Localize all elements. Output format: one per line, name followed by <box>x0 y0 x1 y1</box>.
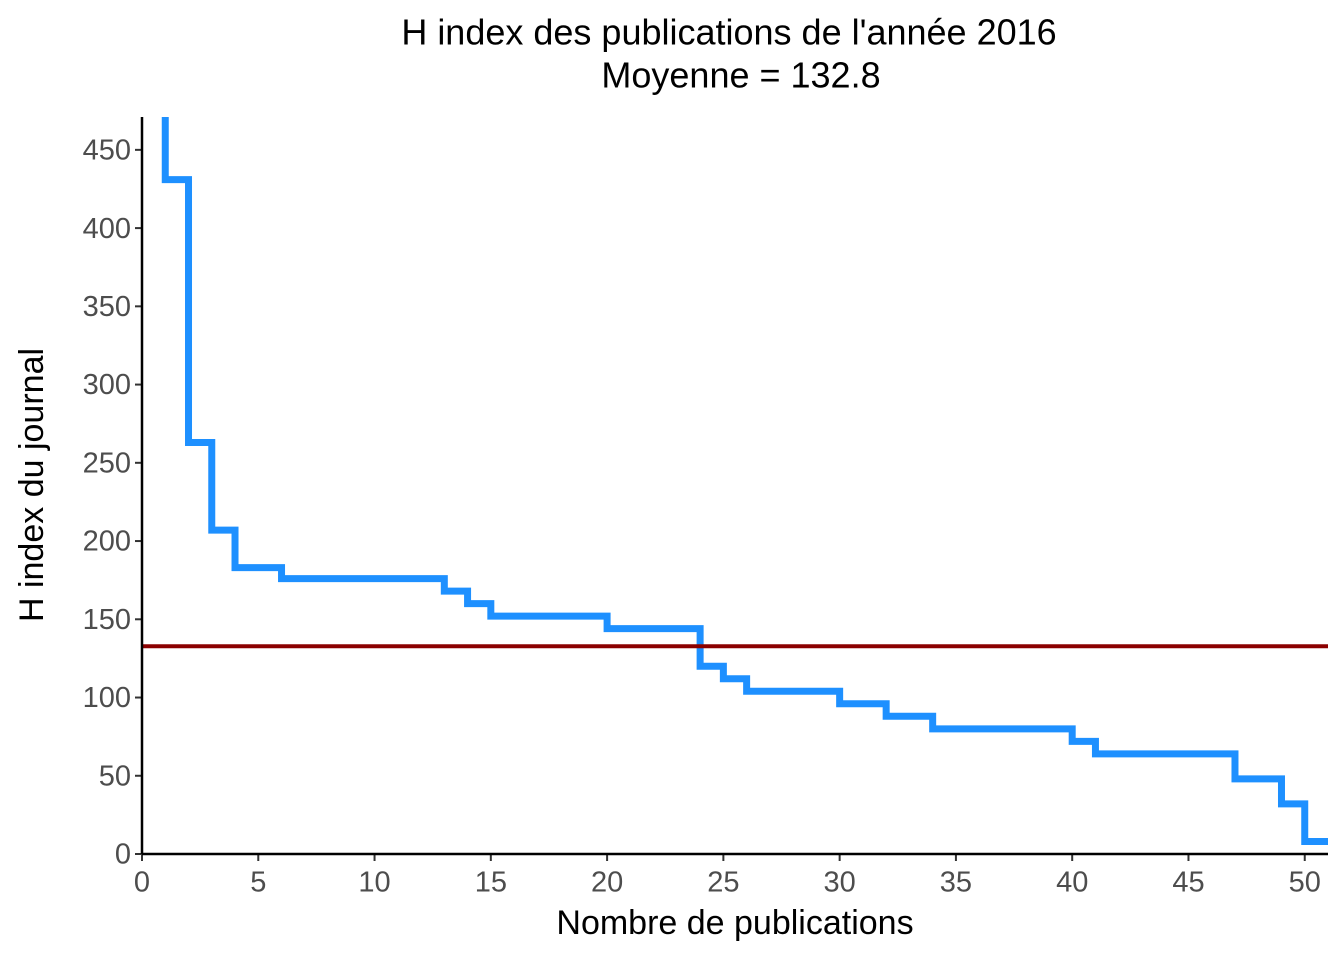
chart-subtitle: Moyenne = 132.8 <box>601 55 880 96</box>
x-tick-label: 40 <box>1056 867 1088 899</box>
y-tick-label: 400 <box>83 213 131 245</box>
y-tick-label: 200 <box>83 526 131 558</box>
y-tick-label: 250 <box>83 447 131 479</box>
y-tick-label: 0 <box>115 839 131 871</box>
x-tick-label: 50 <box>1289 867 1321 899</box>
y-axis-title: H index du journal <box>13 348 51 622</box>
x-axis-title: Nombre de publications <box>556 904 913 942</box>
x-tick-label: 15 <box>475 867 507 899</box>
y-tick-label: 50 <box>99 760 131 792</box>
x-tick-label: 25 <box>707 867 739 899</box>
y-tick-label: 350 <box>83 291 131 323</box>
x-tick-label: 5 <box>250 867 266 899</box>
chart-title: H index des publications de l'année 2016 <box>401 12 1056 53</box>
x-tick-label: 10 <box>358 867 390 899</box>
y-tick-label: 100 <box>83 682 131 714</box>
y-tick-label: 300 <box>83 369 131 401</box>
x-tick-label: 0 <box>134 867 150 899</box>
x-tick-label: 20 <box>591 867 623 899</box>
x-tick-label: 45 <box>1172 867 1204 899</box>
step-line <box>161 117 1328 845</box>
y-tick-label: 450 <box>83 135 131 167</box>
y-tick-label: 150 <box>83 604 131 636</box>
x-tick-label: 35 <box>940 867 972 899</box>
x-tick-label: 30 <box>824 867 856 899</box>
